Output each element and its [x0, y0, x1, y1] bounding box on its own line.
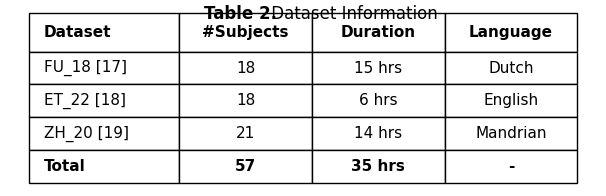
Text: Dataset Information: Dataset Information — [267, 5, 438, 23]
Text: Table 2.: Table 2. — [204, 5, 278, 23]
